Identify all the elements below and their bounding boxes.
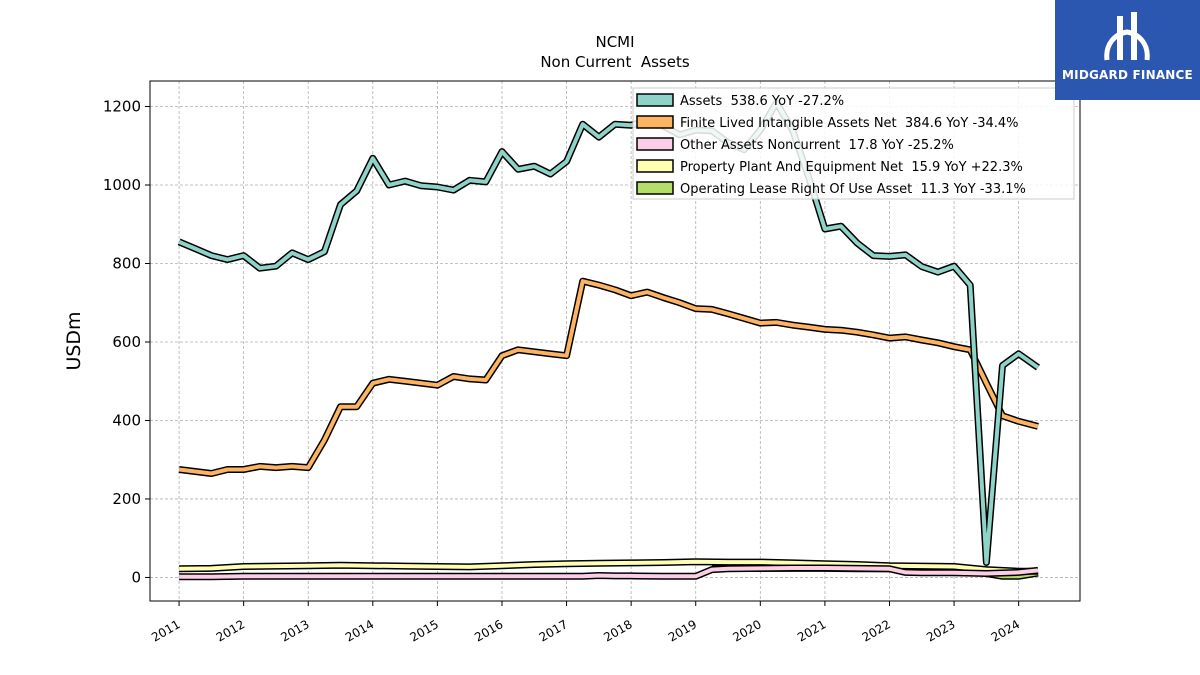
series-layer (177, 99, 1041, 581)
x-tick-label: 2012 (214, 617, 247, 644)
series-line (177, 99, 1041, 566)
legend-entry: Assets 538.6 YoY -27.2% (680, 94, 844, 109)
x-tick-label: 2013 (278, 617, 311, 644)
x-tick-label: 2017 (537, 617, 570, 644)
legend-frame (632, 87, 1075, 200)
logo-text: MIDGARD FINANCE (1062, 68, 1193, 82)
y-axis: 0 200 400 600 800 1000 1200 (103, 98, 150, 586)
x-tick-label: 2023 (924, 617, 957, 644)
y-tick-label: 400 (112, 411, 141, 429)
y-tick-label: 200 (112, 490, 141, 508)
legend-swatch (636, 181, 674, 195)
series-line (179, 558, 1038, 575)
y-axis-label: USDm (63, 311, 85, 370)
y-tick-label: 800 (112, 254, 141, 272)
x-tick-label: 2020 (730, 617, 763, 644)
legend-swatch (636, 93, 674, 107)
x-axis: 2011 2012 2013 2014 2015 2016 2017 2018 2019 2020… (149, 601, 1022, 645)
x-tick-label: 2016 (472, 617, 505, 644)
legend-swatch (636, 115, 674, 129)
x-tick-label: 2011 (149, 617, 182, 644)
y-tick-label: 1200 (103, 98, 141, 116)
legend-entry: Property Plant And Equipment Net 15.9 Yo… (680, 160, 1023, 175)
y-tick-label: 0 (131, 568, 141, 586)
chart-subtitle: Non Current Assets (540, 53, 690, 71)
y-tick-label: 600 (112, 333, 141, 351)
x-tick-label: 2022 (860, 617, 893, 644)
series-line (178, 277, 1039, 477)
chart-title: NCMI (595, 33, 634, 51)
series-stroke (178, 279, 1039, 476)
x-tick-label: 2018 (601, 617, 634, 644)
logo-mark-icon (1104, 12, 1150, 61)
series-line (179, 564, 1039, 581)
y-tick-label: 1000 (103, 176, 141, 194)
x-tick-label: 2021 (795, 617, 828, 644)
x-tick-label: 2019 (666, 617, 699, 644)
plot-frame (149, 80, 1081, 602)
x-tick-label: 2014 (343, 617, 376, 644)
legend-swatch (636, 159, 674, 173)
series-stroke (178, 100, 1040, 565)
legend: Assets 538.6 YoY -27.2% Finite Lived Inta… (632, 87, 1075, 200)
series-stroke (179, 559, 1038, 574)
x-tick-label: 2024 (989, 617, 1022, 644)
legend-entry: Operating Lease Right Of Use Asset 11.3 … (680, 182, 1026, 197)
legend-swatch (636, 137, 674, 151)
legend-entry: Other Assets Noncurrent 17.8 YoY -25.2% (680, 138, 954, 153)
legend-entry: Finite Lived Intangible Assets Net 384.6… (680, 116, 1019, 131)
series-stroke (179, 566, 1039, 579)
x-tick-label: 2015 (408, 617, 441, 644)
midgard-finance-logo: MIDGARD FINANCE (1055, 0, 1200, 100)
